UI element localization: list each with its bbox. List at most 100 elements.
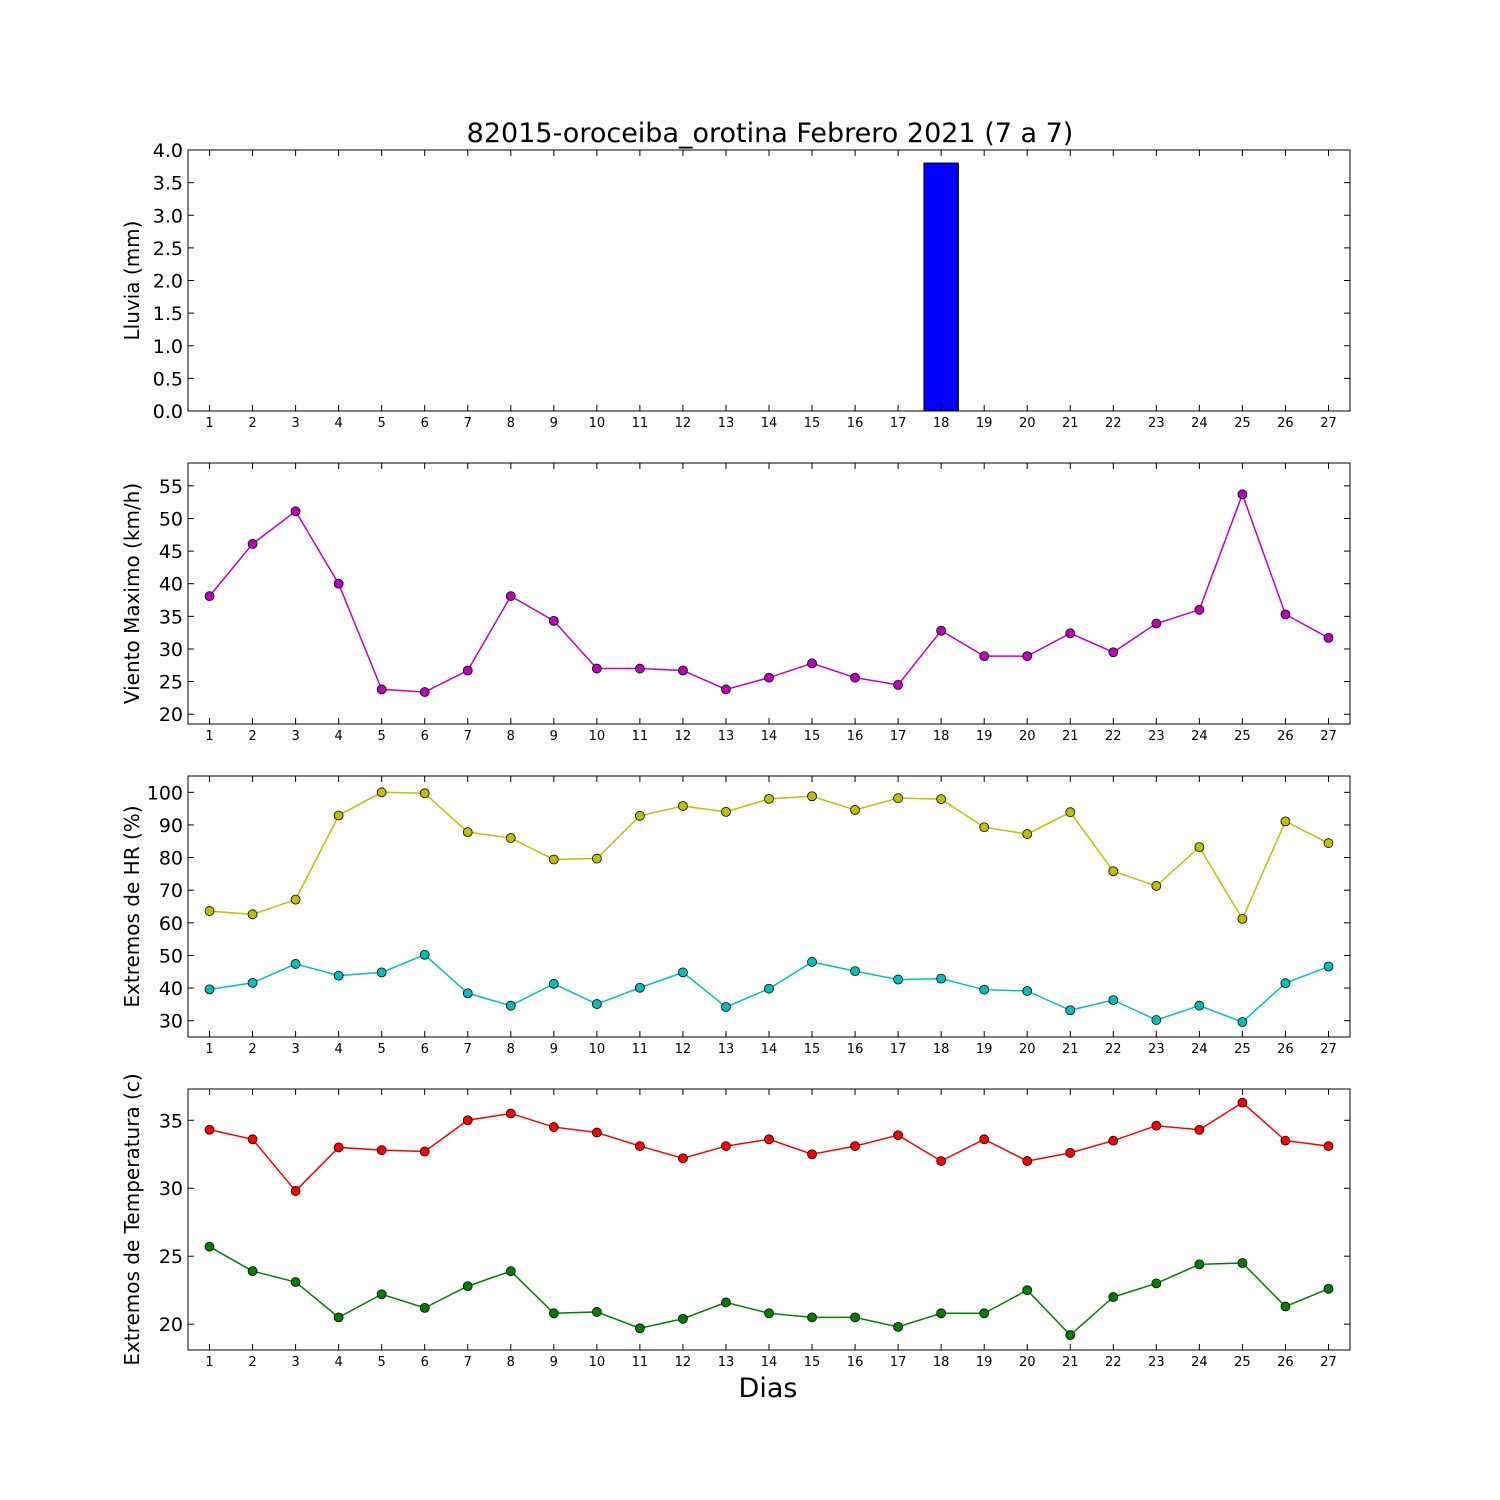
x-tick-label: 11 <box>632 1042 649 1057</box>
y-tick-label: 90 <box>159 815 183 837</box>
x-tick-label: 7 <box>464 416 472 431</box>
point-series-2-day-23 <box>1151 1278 1162 1289</box>
point-series-1-day-7 <box>462 827 473 838</box>
x-tick-label: 17 <box>890 729 907 744</box>
point-series-1-day-18 <box>936 625 947 636</box>
x-tick-label: 8 <box>507 1355 515 1370</box>
x-tick-label: 22 <box>1105 416 1122 431</box>
point-series-1-day-10 <box>591 853 602 864</box>
x-tick-label: 10 <box>589 729 606 744</box>
y-tick-label: 40 <box>159 574 183 596</box>
point-series-1-day-26 <box>1280 609 1291 620</box>
point-series-2-day-10 <box>591 1307 602 1317</box>
point-series-2-day-11 <box>634 1323 645 1334</box>
x-tick-label: 2 <box>248 1355 256 1370</box>
point-series-1-day-25 <box>1237 1097 1248 1108</box>
point-series-1-day-23 <box>1151 881 1162 891</box>
point-series-1-day-21 <box>1065 807 1076 818</box>
x-tick-label: 12 <box>675 1355 692 1370</box>
y-tick-label: 45 <box>159 541 183 563</box>
point-series-1-day-3 <box>290 506 301 517</box>
point-series-2-day-26 <box>1280 1301 1291 1312</box>
point-series-2-day-20 <box>1022 1285 1033 1296</box>
x-tick-label: 26 <box>1277 1355 1294 1370</box>
x-tick-label: 27 <box>1320 729 1337 744</box>
point-series-1-day-9 <box>548 854 559 865</box>
x-tick-label: 21 <box>1062 729 1079 744</box>
point-series-2-day-15 <box>807 957 817 967</box>
x-tick-label: 1 <box>205 729 213 744</box>
point-series-2-day-3 <box>290 959 301 969</box>
point-series-1-day-4 <box>333 1142 344 1153</box>
x-tick-label: 21 <box>1062 1355 1079 1370</box>
x-tick-label: 18 <box>933 416 950 431</box>
x-tick-label: 3 <box>291 1355 299 1370</box>
point-series-1-day-10 <box>591 663 602 674</box>
x-tick-label: 27 <box>1320 1042 1337 1057</box>
point-series-1-day-15 <box>807 1149 817 1160</box>
x-tick-label: 3 <box>291 416 299 431</box>
x-tick-label: 15 <box>804 416 821 431</box>
point-series-1-day-18 <box>936 794 947 805</box>
x-tick-label: 6 <box>421 1355 429 1370</box>
point-series-1-day-22 <box>1108 866 1119 877</box>
x-tick-label: 19 <box>976 729 993 744</box>
x-tick-label: 21 <box>1062 416 1079 431</box>
x-tick-label: 7 <box>464 1355 472 1370</box>
panel-2: 1 2 3 4 5 6 7 8 9 10 11 12 13 14 15 16 17 18 19 20 21 22 23 24 2… <box>120 462 1351 744</box>
y-axis-label: Viento Maximo (km/h) <box>120 483 144 704</box>
x-tick-label: 9 <box>550 729 558 744</box>
y-axis-label: Lluvia (mm) <box>120 221 144 341</box>
y-tick-label: 60 <box>159 913 183 935</box>
x-tick-label: 1 <box>205 416 213 431</box>
point-series-1-day-21 <box>1065 1147 1076 1158</box>
point-series-2-day-16 <box>850 966 860 976</box>
point-series-2-day-27 <box>1323 961 1334 972</box>
point-series-2-day-7 <box>462 988 473 999</box>
y-tick-label: 0.5 <box>153 368 183 390</box>
x-tick-label: 27 <box>1320 416 1337 431</box>
y-tick-label: 1.5 <box>153 303 183 325</box>
x-tick-label: 5 <box>378 1355 386 1370</box>
x-tick-label: 22 <box>1105 1042 1122 1057</box>
x-tick-label: 23 <box>1148 729 1165 744</box>
x-tick-label: 4 <box>334 1355 342 1370</box>
x-tick-label: 16 <box>847 416 864 431</box>
y-axis-label: Extremos de Temperatura (c) <box>120 1073 144 1365</box>
point-series-1-day-22 <box>1108 1135 1119 1146</box>
y-tick-label: 0.0 <box>153 401 183 423</box>
point-series-2-day-23 <box>1151 1015 1162 1025</box>
x-tick-label: 2 <box>248 1042 256 1057</box>
y-tick-label: 40 <box>159 978 183 1000</box>
y-tick-label: 20 <box>159 704 183 726</box>
point-series-1-day-8 <box>505 591 516 602</box>
point-series-2-day-6 <box>419 949 430 960</box>
point-series-2-day-12 <box>678 1313 688 1324</box>
x-tick-label: 25 <box>1234 1355 1251 1370</box>
point-series-2-day-12 <box>678 967 688 978</box>
x-tick-label: 22 <box>1105 729 1122 744</box>
point-series-1-day-11 <box>634 663 645 674</box>
point-series-2-day-14 <box>764 1308 774 1319</box>
point-series-1-day-4 <box>333 578 344 589</box>
point-series-1-day-3 <box>290 1186 301 1196</box>
y-tick-label: 50 <box>159 508 183 530</box>
point-series-2-day-14 <box>764 983 774 994</box>
x-tick-label: 12 <box>675 1042 692 1057</box>
point-series-1-day-2 <box>247 539 258 549</box>
x-tick-label: 17 <box>890 1042 907 1057</box>
point-series-2-day-5 <box>376 967 387 978</box>
point-series-2-day-21 <box>1065 1330 1076 1340</box>
point-series-1-day-17 <box>893 1130 904 1141</box>
point-series-2-day-5 <box>376 1289 387 1300</box>
point-series-2-day-4 <box>333 970 344 981</box>
y-tick-label: 2.0 <box>153 271 183 293</box>
x-tick-label: 24 <box>1191 1355 1208 1370</box>
x-tick-label: 14 <box>761 1355 778 1370</box>
x-tick-label: 1 <box>205 1355 213 1370</box>
y-tick-label: 30 <box>159 1011 183 1033</box>
panel-1: 1 2 3 4 5 6 7 8 9 10 11 12 13 14 15 16 17 18 19 20 21 22 23 24 2… <box>120 140 1351 431</box>
point-series-1-day-27 <box>1323 838 1334 849</box>
point-series-2-day-15 <box>807 1312 817 1323</box>
